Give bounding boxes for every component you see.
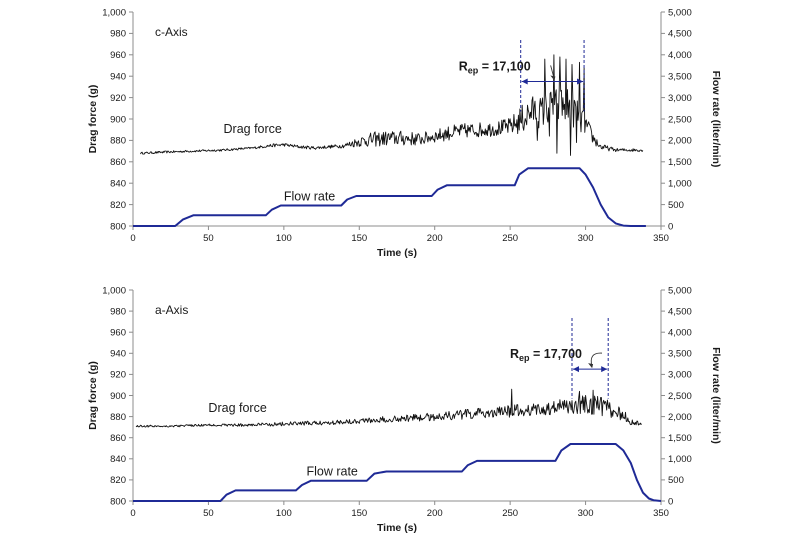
x-tick-label: 350 <box>653 233 669 244</box>
y2-tick-label: 2,500 <box>668 391 692 402</box>
y-tick-label: 1,000 <box>102 285 126 296</box>
y-axis-title: Drag force (g) <box>87 85 99 154</box>
y2-tick-label: 2,500 <box>668 114 692 125</box>
y2-tick-label: 1,500 <box>668 433 692 444</box>
y2-tick-label: 1,500 <box>668 157 692 168</box>
x-tick-label: 50 <box>203 508 214 519</box>
y2-tick-label: 0 <box>668 496 673 507</box>
drag-force-label: Drag force <box>208 401 266 415</box>
flow-rate-line <box>133 167 646 227</box>
y-tick-label: 880 <box>110 136 126 147</box>
x-tick-label: 150 <box>351 233 367 244</box>
y-tick-label: 840 <box>110 179 126 190</box>
y-tick-label: 980 <box>110 306 126 317</box>
y-tick-label: 860 <box>110 433 126 444</box>
x-tick-label: 200 <box>427 508 443 519</box>
annotation-arrow-left <box>572 366 579 373</box>
x-tick-label: 0 <box>130 233 135 244</box>
y2-tick-label: 3,000 <box>668 370 692 381</box>
x-axis-title: Time (s) <box>377 522 417 534</box>
y2-tick-label: 1,000 <box>668 454 692 465</box>
y2-axis-title: Flow rate (liter/min) <box>710 347 722 444</box>
y2-tick-label: 2,000 <box>668 136 692 147</box>
x-tick-label: 300 <box>578 508 594 519</box>
y-tick-label: 1,000 <box>102 7 126 18</box>
x-tick-label: 150 <box>351 508 367 519</box>
chart-c-axis: 8008208408608809009209409609801,00005001… <box>87 7 722 259</box>
y2-tick-label: 1,000 <box>668 179 692 190</box>
y2-tick-label: 5,000 <box>668 285 692 296</box>
panel-label: c-Axis <box>155 25 188 39</box>
y-tick-label: 940 <box>110 349 126 360</box>
rep-label: Rep = 17,700 <box>510 347 582 363</box>
y-tick-label: 800 <box>110 221 126 232</box>
y2-tick-label: 3,500 <box>668 72 692 83</box>
annotation-arrow-left <box>521 78 528 85</box>
x-tick-label: 50 <box>203 233 214 244</box>
x-tick-label: 350 <box>653 508 669 519</box>
y-tick-label: 840 <box>110 454 126 465</box>
y-tick-label: 820 <box>110 475 126 486</box>
x-axis-title: Time (s) <box>377 247 417 259</box>
y-tick-label: 820 <box>110 200 126 211</box>
y-tick-label: 940 <box>110 72 126 83</box>
y-tick-label: 960 <box>110 328 126 339</box>
y2-tick-label: 3,500 <box>668 349 692 360</box>
y2-tick-label: 5,000 <box>668 7 692 18</box>
y-tick-label: 880 <box>110 412 126 423</box>
y2-tick-label: 500 <box>668 200 684 211</box>
annotation-pointer-head <box>550 75 556 81</box>
y-tick-label: 860 <box>110 157 126 168</box>
flow-rate-label: Flow rate <box>306 465 357 479</box>
annotation-arrow-right <box>577 78 584 85</box>
rep-label: Rep = 17,100 <box>459 60 531 76</box>
annotation-pointer-head <box>588 363 594 369</box>
x-tick-label: 100 <box>276 508 292 519</box>
y-tick-label: 800 <box>110 496 126 507</box>
x-tick-label: 250 <box>502 233 518 244</box>
y-tick-label: 900 <box>110 114 126 125</box>
y2-tick-label: 500 <box>668 475 684 486</box>
y2-tick-label: 4,000 <box>668 328 692 339</box>
flow-rate-line <box>133 443 662 502</box>
y2-axis-title: Flow rate (liter/min) <box>710 71 722 168</box>
x-tick-label: 100 <box>276 233 292 244</box>
drag-force-line <box>140 54 644 156</box>
drag-force-line <box>135 388 642 428</box>
annotation-arrow-right <box>601 366 608 373</box>
y2-tick-label: 4,000 <box>668 50 692 61</box>
x-tick-label: 250 <box>502 508 518 519</box>
y2-tick-label: 4,500 <box>668 306 692 317</box>
y-tick-label: 920 <box>110 93 126 104</box>
y-tick-label: 980 <box>110 29 126 40</box>
flow-rate-label: Flow rate <box>284 189 335 203</box>
y2-tick-label: 2,000 <box>668 412 692 423</box>
panel-label: a-Axis <box>155 303 188 317</box>
x-tick-label: 0 <box>130 508 135 519</box>
drag-force-label: Drag force <box>224 122 282 136</box>
y-tick-label: 920 <box>110 370 126 381</box>
y-tick-label: 960 <box>110 50 126 61</box>
chart-a-axis: 8008208408608809009209409609801,00005001… <box>87 285 722 534</box>
x-tick-label: 300 <box>578 233 594 244</box>
y-tick-label: 900 <box>110 391 126 402</box>
y2-tick-label: 0 <box>668 221 673 232</box>
y2-tick-label: 4,500 <box>668 29 692 40</box>
y-axis-title: Drag force (g) <box>87 361 99 430</box>
x-tick-label: 200 <box>427 233 443 244</box>
y2-tick-label: 3,000 <box>668 93 692 104</box>
